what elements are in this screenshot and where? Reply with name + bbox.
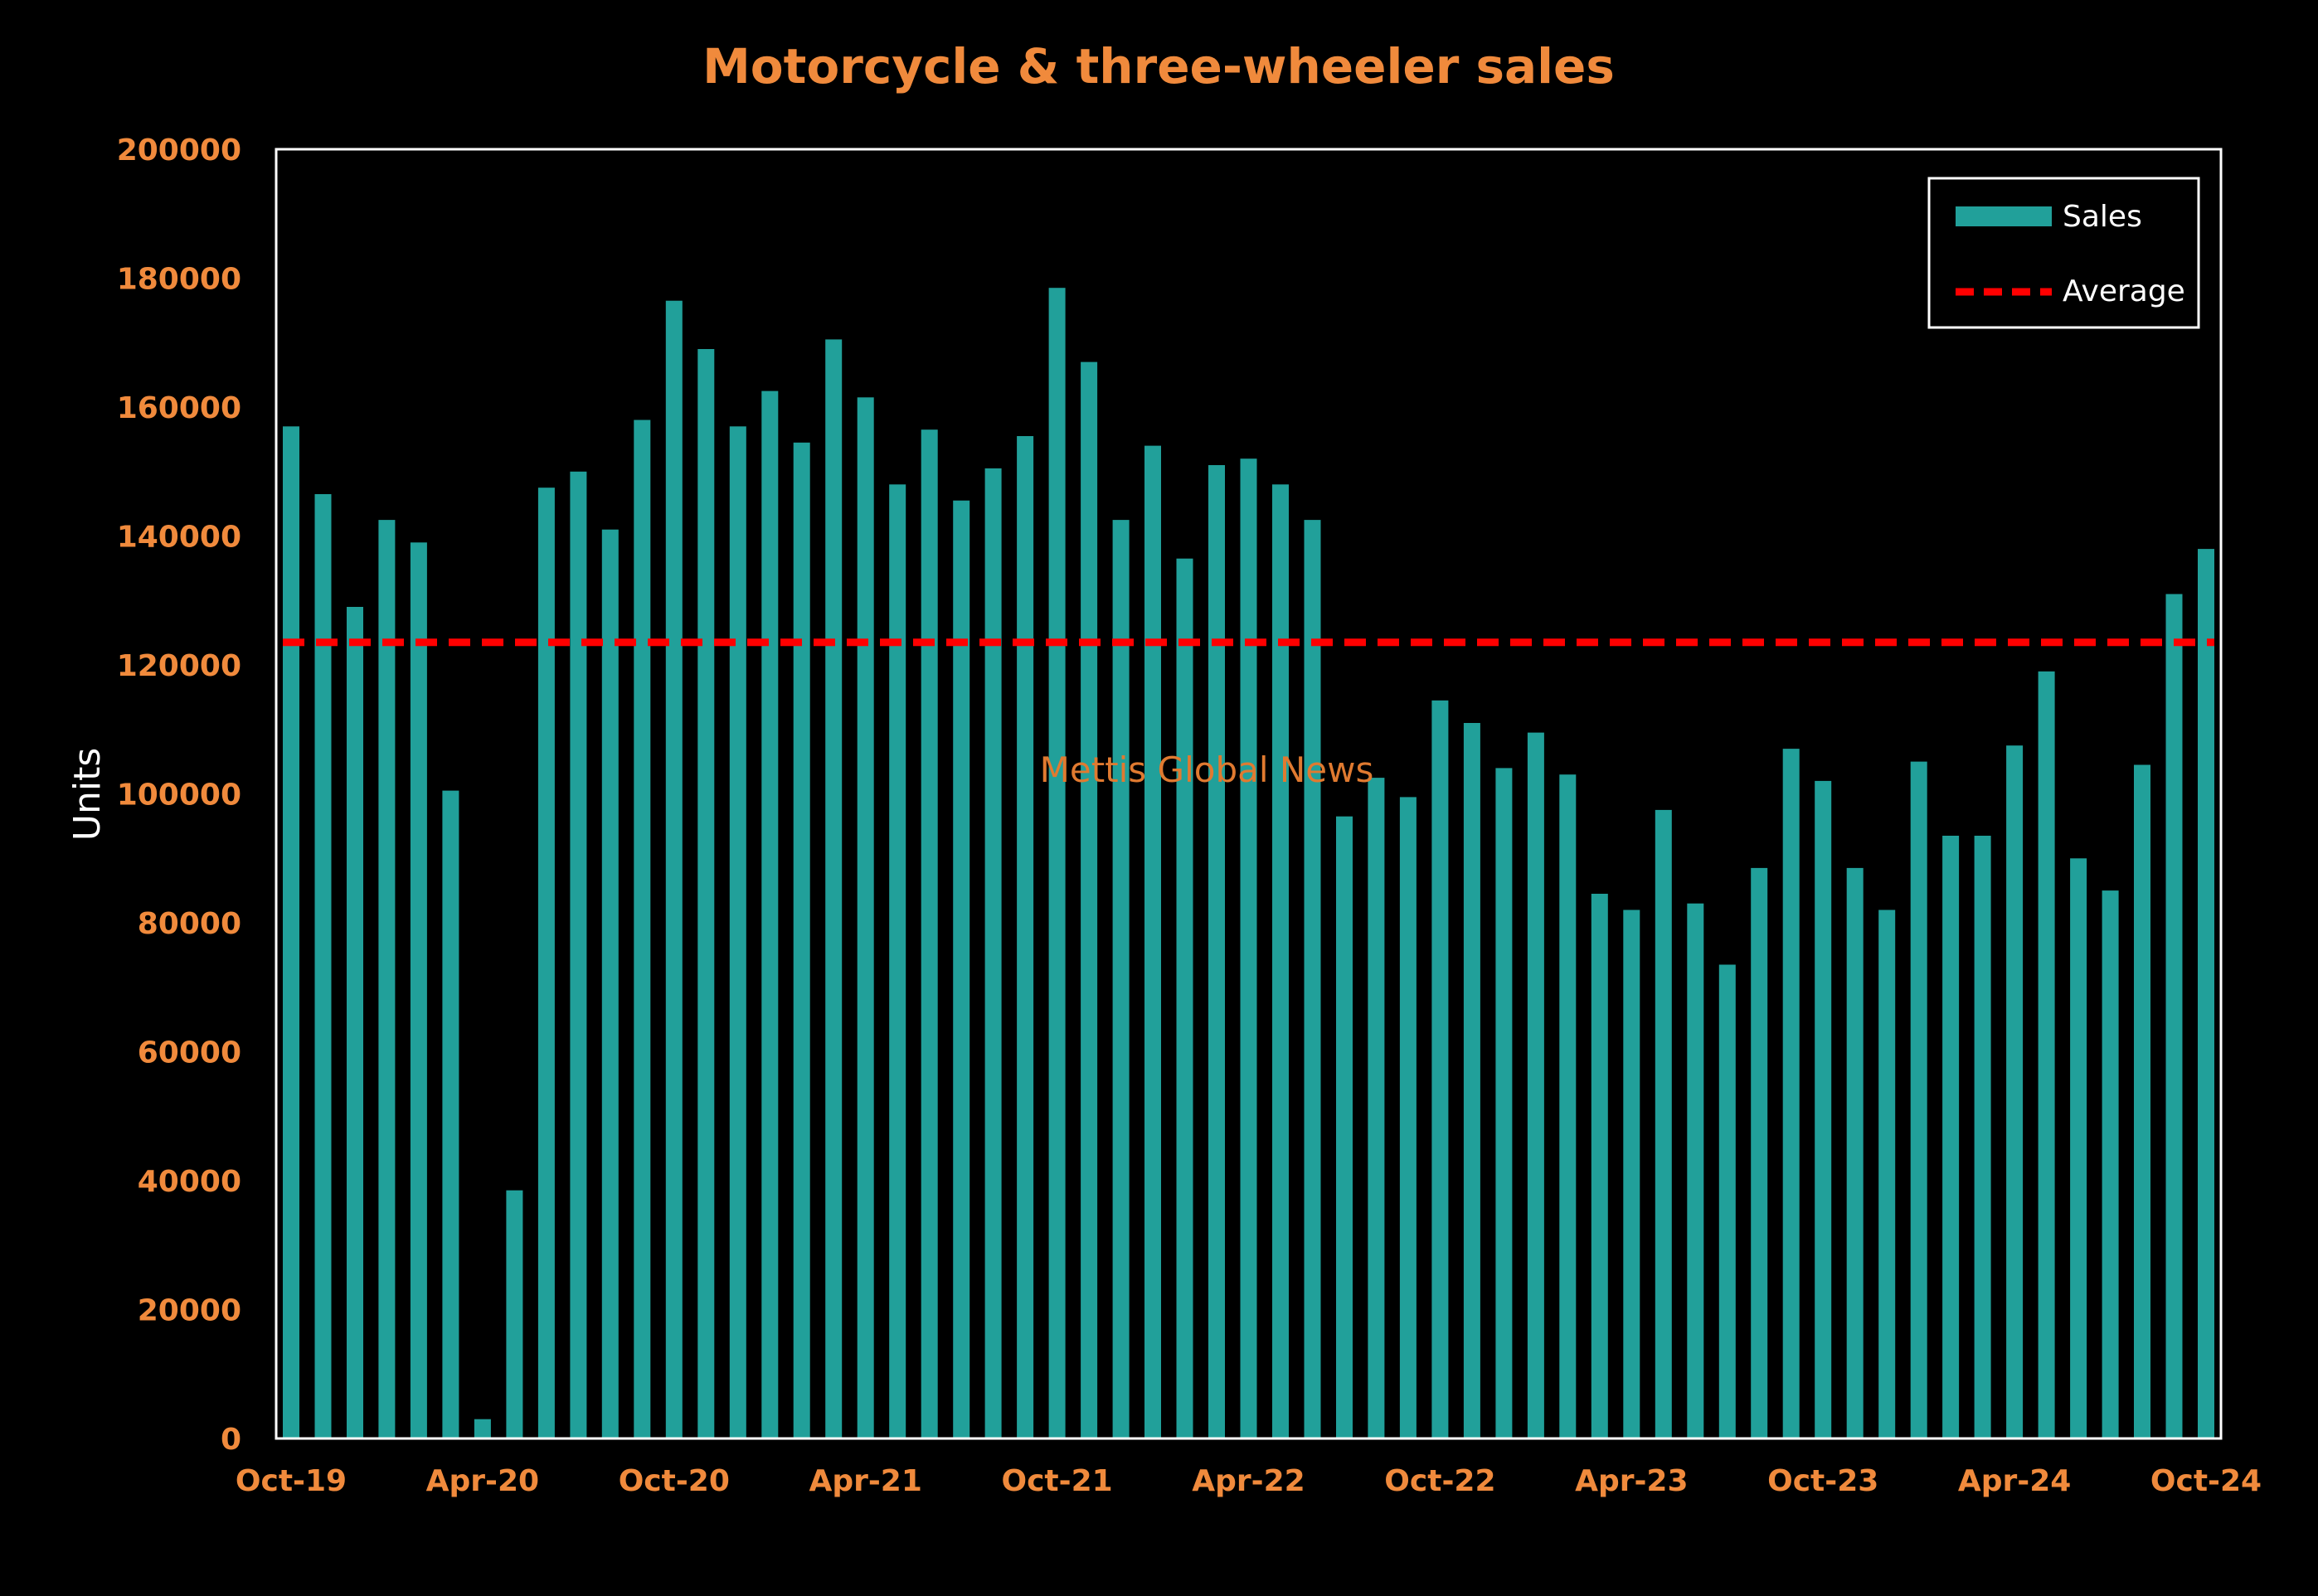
bar-Jan-20 xyxy=(378,520,396,1438)
bar-Nov-21 xyxy=(1081,361,1098,1439)
bar-Jul-23 xyxy=(1718,964,1736,1438)
bar-Dec-21 xyxy=(1112,520,1130,1438)
bar-Feb-24 xyxy=(1942,836,1960,1438)
bar-Aug-21 xyxy=(984,468,1002,1438)
bar-Sep-24 xyxy=(2165,594,2183,1438)
x-tick-label: Oct-23 xyxy=(1767,1464,1878,1498)
bar-May-24 xyxy=(2038,671,2055,1438)
bar-Nov-23 xyxy=(1846,867,1864,1438)
y-tick-label: 80000 xyxy=(138,907,241,941)
y-tick-label: 0 xyxy=(221,1423,241,1457)
bar-Mar-24 xyxy=(1974,836,1991,1438)
bar-Feb-21 xyxy=(793,442,810,1438)
bar-Aug-23 xyxy=(1751,867,1768,1438)
y-tick-label: 40000 xyxy=(138,1165,241,1199)
bar-Oct-19 xyxy=(283,426,299,1438)
bar-Dec-20 xyxy=(729,426,746,1438)
bar-Sep-21 xyxy=(1017,436,1034,1438)
bar-Jul-22 xyxy=(1336,816,1353,1438)
x-tick-label: Oct-20 xyxy=(619,1464,730,1498)
bar-Jun-22 xyxy=(1304,520,1321,1438)
bar-May-22 xyxy=(1272,484,1289,1438)
legend-average-label: Average xyxy=(2063,274,2185,308)
bar-Jun-24 xyxy=(2070,858,2087,1439)
bar-Oct-22 xyxy=(1431,700,1449,1438)
chart-title: Motorcycle & three-wheeler sales xyxy=(702,38,1615,95)
x-tick-label: Apr-20 xyxy=(426,1464,539,1498)
bar-Dec-23 xyxy=(1878,910,1896,1438)
bar-Feb-22 xyxy=(1176,558,1193,1439)
bar-Apr-22 xyxy=(1240,458,1257,1439)
bar-Sep-23 xyxy=(1782,749,1800,1438)
bar-Feb-23 xyxy=(1559,774,1577,1438)
bar-May-20 xyxy=(506,1190,523,1438)
bar-Jul-21 xyxy=(953,500,970,1439)
bar-Aug-24 xyxy=(2134,764,2150,1438)
watermark-text: Mettis Global News xyxy=(1040,749,1374,790)
bar-Oct-23 xyxy=(1815,780,1832,1438)
bar-Feb-20 xyxy=(410,542,427,1438)
bar-Apr-20 xyxy=(474,1419,491,1438)
legend: Sales Average xyxy=(1927,177,2200,329)
bar-May-23 xyxy=(1655,809,1672,1438)
bar-Mar-20 xyxy=(442,790,459,1438)
bar-group xyxy=(283,288,2214,1439)
bar-Nov-19 xyxy=(314,494,332,1438)
x-tick-label: Apr-23 xyxy=(1575,1464,1688,1498)
legend-sales-label: Sales xyxy=(2063,200,2142,234)
bar-Oct-21 xyxy=(1048,288,1066,1439)
bar-Oct-20 xyxy=(665,300,683,1439)
y-tick-label: 160000 xyxy=(117,391,241,425)
x-tick-label: Oct-21 xyxy=(1001,1464,1112,1498)
bar-Apr-21 xyxy=(857,397,874,1438)
bar-Sep-20 xyxy=(634,420,651,1438)
bar-Nov-20 xyxy=(697,349,715,1438)
y-tick-label: 120000 xyxy=(117,649,241,683)
bar-Jan-24 xyxy=(1910,761,1927,1438)
x-tick-label: Apr-21 xyxy=(809,1464,921,1498)
bar-Apr-23 xyxy=(1623,910,1640,1438)
bar-May-21 xyxy=(889,484,906,1438)
bar-Jun-21 xyxy=(921,429,938,1439)
x-tick-label: Apr-24 xyxy=(1958,1464,2071,1498)
x-tick-label: Oct-24 xyxy=(2150,1464,2262,1498)
bar-Sep-22 xyxy=(1399,797,1417,1438)
bar-Mar-22 xyxy=(1208,465,1225,1438)
bar-Oct-24 xyxy=(2198,549,2214,1438)
y-tick-label: 60000 xyxy=(138,1036,241,1070)
x-tick-label: Oct-19 xyxy=(236,1464,347,1498)
bar-Apr-24 xyxy=(2006,745,2024,1438)
legend-sales-swatch xyxy=(1956,206,2052,226)
plot-frame xyxy=(275,148,2223,1440)
y-tick-label: 200000 xyxy=(117,133,241,167)
bar-Dec-19 xyxy=(347,607,363,1438)
bar-Mar-21 xyxy=(825,339,843,1438)
bar-Jan-23 xyxy=(1527,732,1544,1438)
y-axis-ticks: 0 20000 40000 60000 80000 100000 120000 140000 1… xyxy=(117,133,241,1457)
bar-Aug-22 xyxy=(1368,778,1385,1438)
y-tick-label: 180000 xyxy=(117,263,241,297)
y-tick-label: 20000 xyxy=(138,1294,241,1328)
bar-Mar-23 xyxy=(1591,894,1608,1438)
legend-box xyxy=(1927,177,2200,329)
y-tick-label: 140000 xyxy=(117,521,241,555)
bar-Jan-21 xyxy=(761,391,779,1439)
x-tick-label: Apr-22 xyxy=(1192,1464,1305,1498)
bar-Dec-22 xyxy=(1495,768,1513,1438)
bar-Jul-20 xyxy=(570,471,587,1439)
bar-Nov-22 xyxy=(1463,723,1480,1438)
bar-Aug-20 xyxy=(601,529,619,1439)
y-axis-label: Units xyxy=(66,748,109,842)
y-tick-label: 100000 xyxy=(117,779,241,813)
bar-Jun-20 xyxy=(537,488,555,1439)
x-tick-label: Oct-22 xyxy=(1384,1464,1495,1498)
bar-Jul-24 xyxy=(2102,890,2119,1438)
x-axis-ticks: Oct-19 Apr-20 Oct-20 Apr-21 Oct-21 Apr-22 Oct-… xyxy=(236,1464,2262,1498)
bar-Jun-23 xyxy=(1687,903,1704,1438)
bar-Jan-22 xyxy=(1144,445,1161,1438)
